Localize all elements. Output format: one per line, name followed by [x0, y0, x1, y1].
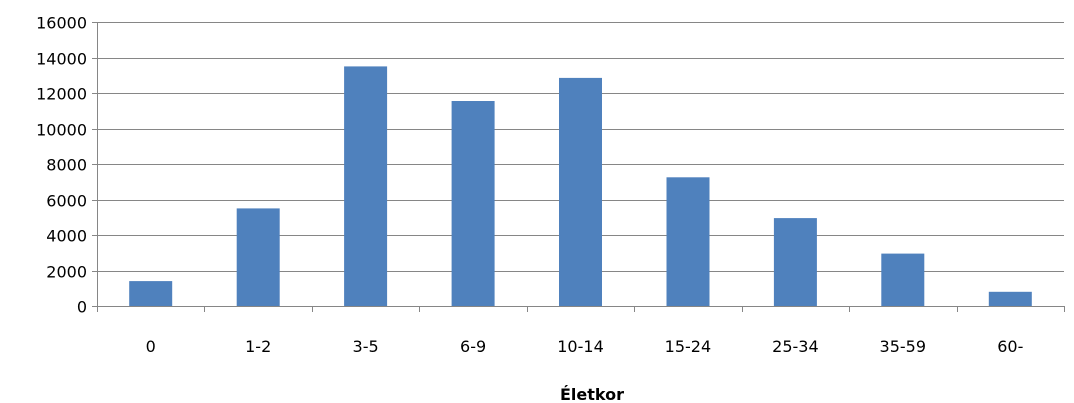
y-tick-label: 16000: [36, 14, 87, 33]
bar-25-34: [773, 218, 817, 306]
x-tick-label: 35-59: [880, 337, 927, 356]
bar-6-9: [451, 101, 495, 306]
y-tick-label: 6000: [46, 192, 87, 211]
bar-35-59: [881, 253, 925, 306]
x-tick-label: 1-2: [245, 337, 271, 356]
y-tick-label: 14000: [36, 50, 87, 69]
x-tick-label: 60-: [997, 337, 1023, 356]
y-tick-label: 0: [77, 298, 87, 317]
x-tick-label: 25-34: [772, 337, 819, 356]
bar-3-5: [344, 66, 388, 307]
y-tick-label: 2000: [46, 263, 87, 282]
x-axis-title: Életkor: [560, 385, 624, 403]
x-tick-labels: 0 1-2 3-5 6-9 10-14 15-24 25-34 35-59 60-: [146, 337, 1024, 356]
y-tick-label: 12000: [36, 85, 87, 104]
x-tick-label: 15-24: [665, 337, 712, 356]
y-tick-label: 10000: [36, 121, 87, 140]
y-tick-labels: 0 2000 4000 6000 8000 10000 12000 14000 16000: [36, 14, 87, 317]
bar-60-: [988, 291, 1032, 306]
bar-1-2: [236, 208, 280, 306]
x-tick-label: 0: [146, 337, 156, 356]
bar-0: [129, 281, 173, 306]
y-tick-label: 8000: [46, 156, 87, 175]
x-tick-label: 3-5: [353, 337, 379, 356]
bar-15-24: [666, 177, 710, 306]
x-tick-label: 10-14: [557, 337, 604, 356]
x-tick-label: 6-9: [460, 337, 486, 356]
bars: [129, 66, 1032, 307]
axes: [92, 22, 1065, 312]
y-tick-label: 4000: [46, 227, 87, 246]
bar-10-14: [559, 77, 602, 307]
